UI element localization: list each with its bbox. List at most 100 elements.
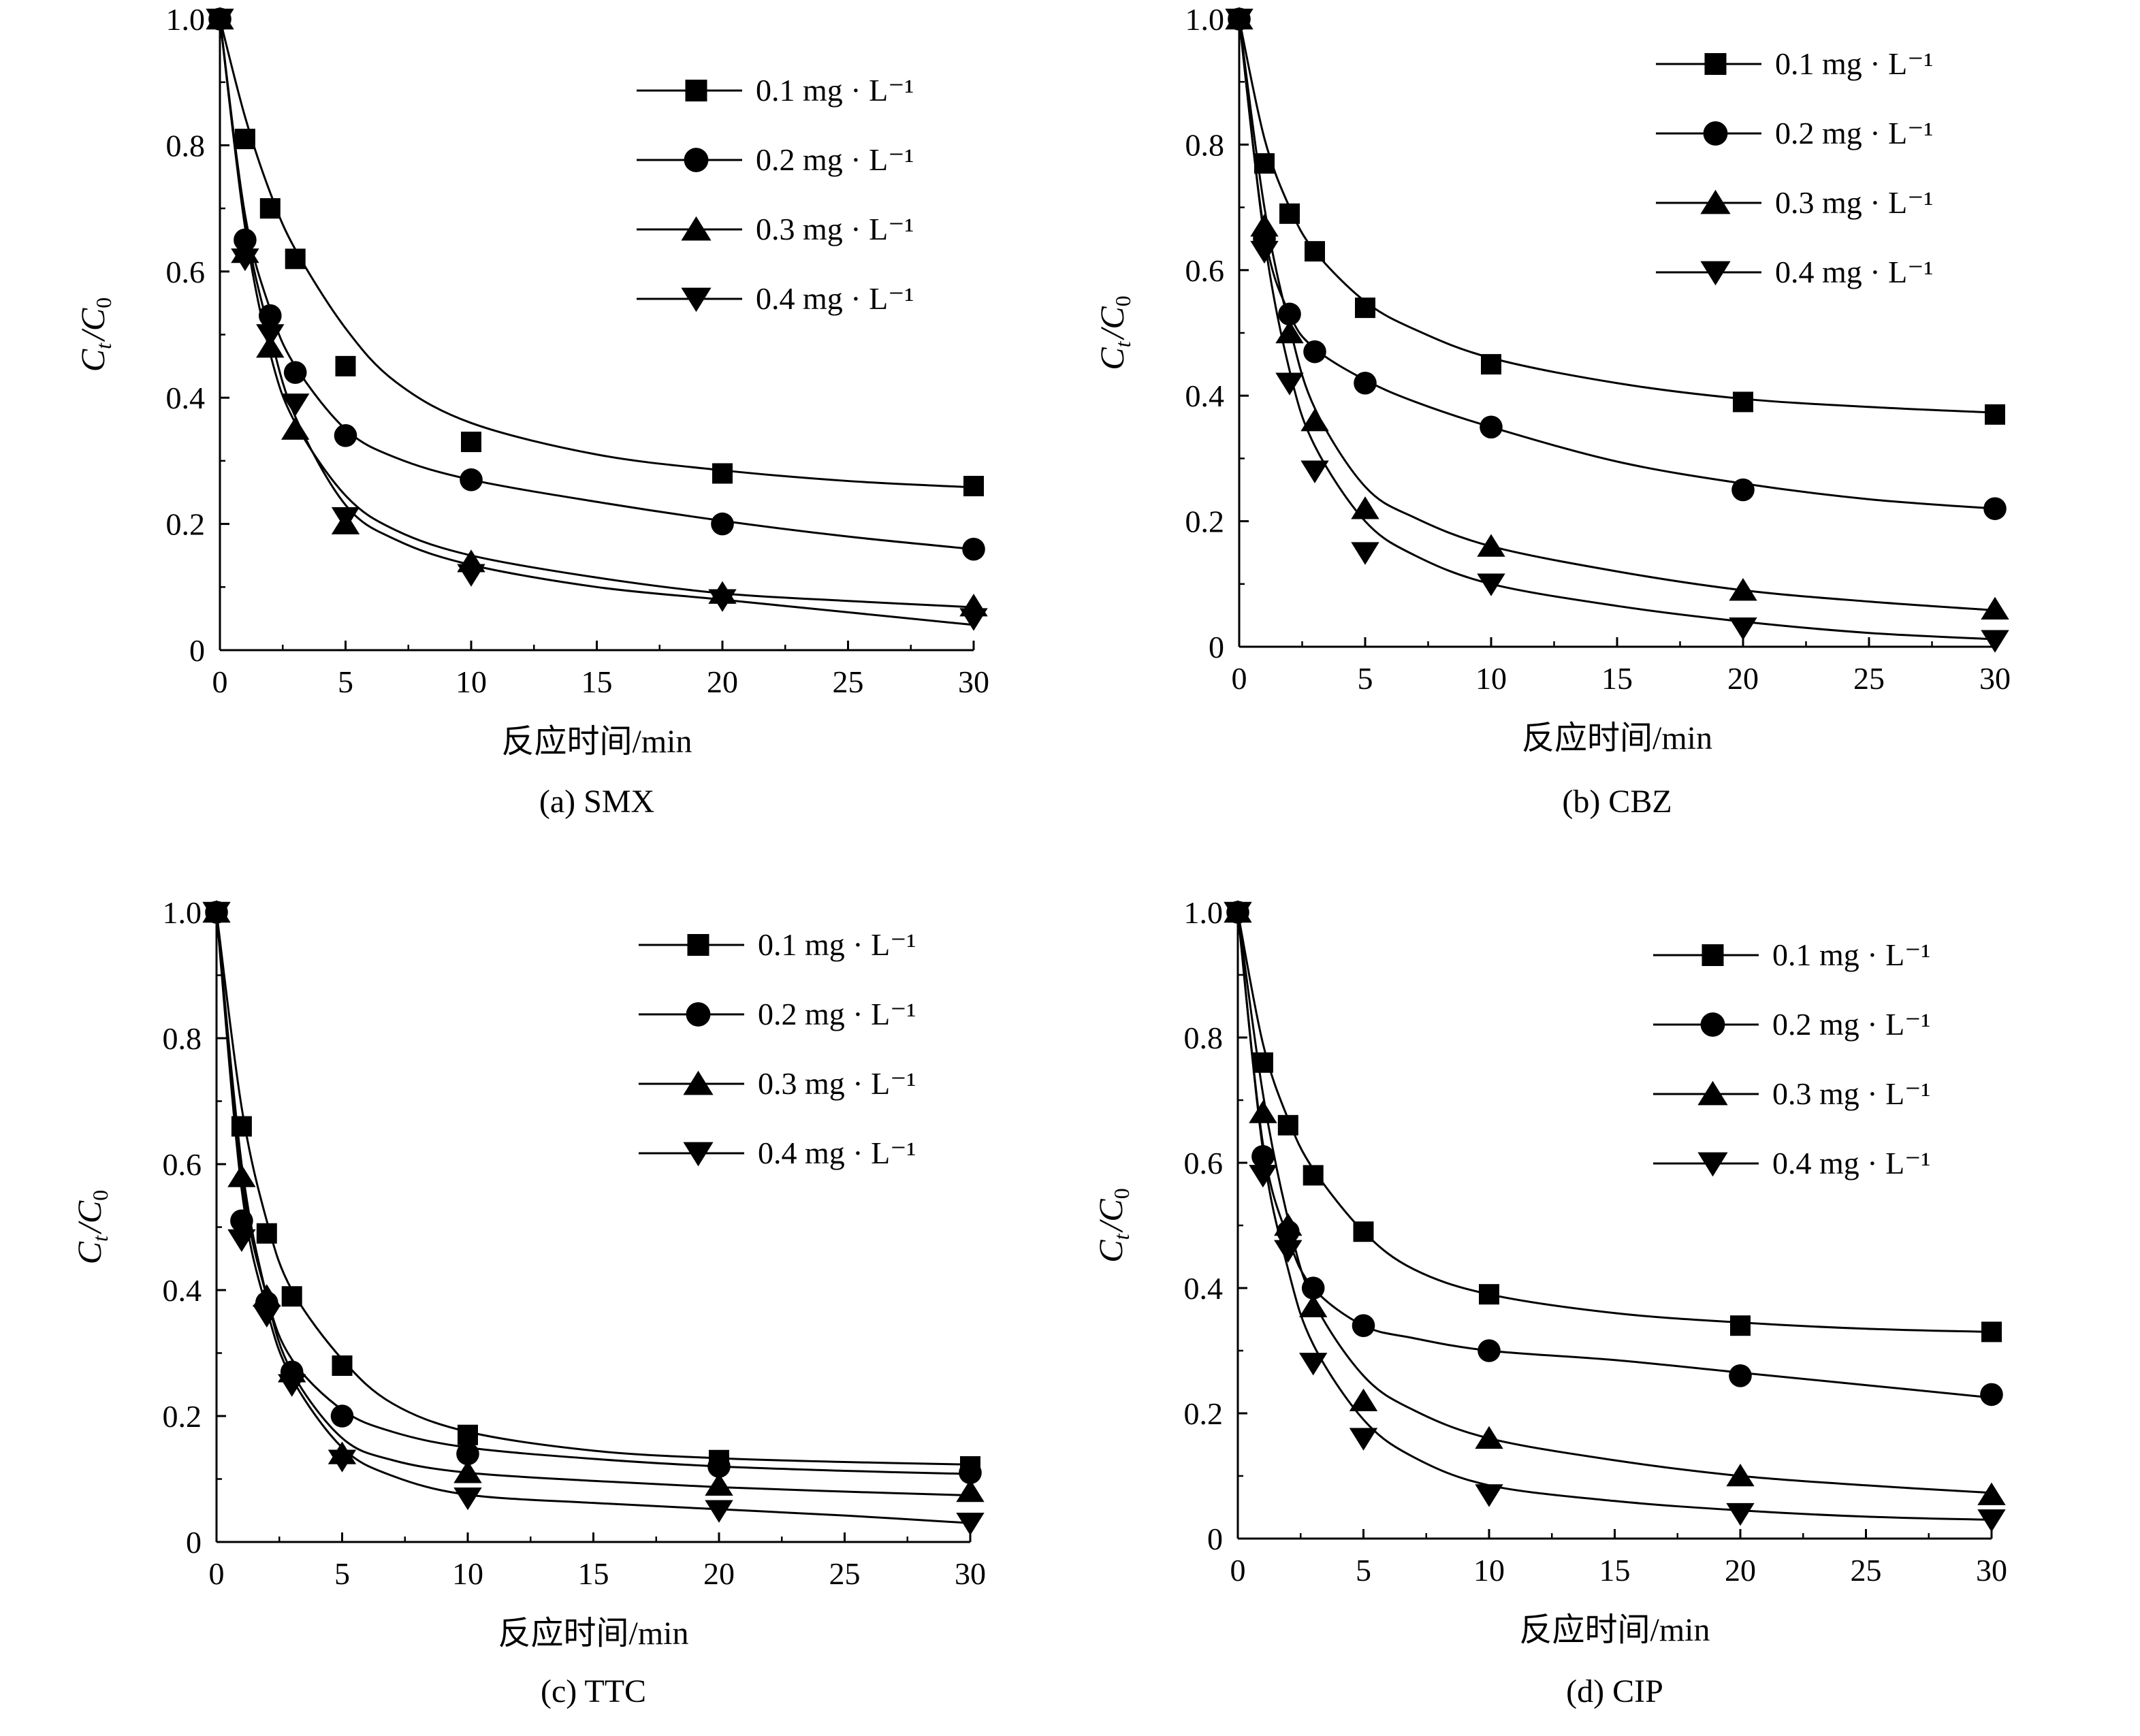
x-axis-label: 反应时间/min <box>1519 1612 1710 1648</box>
fit-curve <box>215 912 971 1475</box>
legend-label: 0.1 mg · L⁻¹ <box>1775 46 1933 81</box>
triangle-down-marker <box>206 8 234 31</box>
circle-marker <box>1352 1314 1375 1337</box>
legend-triangle-down-marker <box>683 1142 714 1167</box>
triangle-down-marker <box>1726 1502 1755 1526</box>
x-tick-label: 30 <box>1979 661 2011 696</box>
fit-curve <box>215 912 971 1497</box>
y-axis-label-sub: 0 <box>1109 1188 1134 1199</box>
panel-caption: (a) SMX <box>539 784 654 820</box>
legend-entry: 0.2 mg · L⁻¹ <box>1656 116 1933 150</box>
series-3 <box>206 8 988 631</box>
x-tick-label: 20 <box>1725 1553 1756 1588</box>
y-axis-label-main: C <box>74 349 112 372</box>
legend-entry: 0.3 mg · L⁻¹ <box>1656 185 1933 220</box>
legend-label: 0.1 mg · L⁻¹ <box>758 927 916 962</box>
x-tick-label: 15 <box>578 1556 609 1591</box>
legend-triangle-up-marker <box>1697 1080 1728 1106</box>
triangle-up-marker <box>1977 1482 2006 1505</box>
triangle-up-marker <box>1300 408 1329 432</box>
square-marker <box>1252 1052 1273 1073</box>
fit-curve <box>219 18 974 626</box>
triangle-down-marker <box>256 324 285 347</box>
y-tick-label: 1.0 <box>163 895 202 930</box>
y-tick-label: 0.4 <box>163 1273 202 1308</box>
series-0 <box>1228 902 2002 1343</box>
y-tick-label: 0 <box>1207 1522 1223 1556</box>
legend-entry: 0.1 mg · L⁻¹ <box>637 73 914 108</box>
fit-curve <box>1238 18 1996 612</box>
triangle-down-marker <box>457 564 485 587</box>
y-axis-label: Ct/C0 <box>70 1190 112 1265</box>
circle-marker <box>1731 478 1755 502</box>
y-axis-label-sep: /C <box>74 308 112 342</box>
triangle-up-marker <box>1475 1426 1503 1449</box>
x-tick-label: 30 <box>1976 1553 2007 1588</box>
square-marker <box>1481 354 1501 375</box>
triangle-down-marker <box>328 1449 357 1473</box>
triangle-down-marker <box>1981 630 2009 653</box>
x-axis-label: 反应时间/min <box>1522 720 1712 756</box>
legend-label: 0.4 mg · L⁻¹ <box>758 1136 916 1170</box>
fit-curve <box>219 18 974 489</box>
y-axis-label-sub: 0 <box>1111 295 1135 306</box>
series-2 <box>202 900 985 1502</box>
legend-entry: 0.3 mg · L⁻¹ <box>1653 1076 1930 1111</box>
legend-circle-marker <box>1703 121 1728 146</box>
y-tick-label: 0.6 <box>166 255 206 289</box>
square-marker <box>1733 391 1753 413</box>
circle-marker <box>456 1442 479 1466</box>
y-tick-label: 0.8 <box>166 128 206 163</box>
square-marker <box>1303 1165 1324 1186</box>
y-tick-label: 0.2 <box>163 1399 202 1434</box>
triangle-down-marker <box>1224 901 1252 925</box>
legend-triangle-up-marker <box>683 1070 714 1095</box>
triangle-down-marker <box>1300 460 1329 483</box>
circle-marker <box>1303 340 1326 364</box>
legend: 0.1 mg · L⁻¹ 0.2 mg · L⁻¹ 0.3 mg · L⁻¹ 0.4 … <box>1656 46 1933 289</box>
legend-entry: 0.4 mg · L⁻¹ <box>1656 255 1933 289</box>
fit-curve <box>219 18 974 609</box>
triangle-up-marker <box>1981 596 2009 620</box>
legend-label: 0.2 mg · L⁻¹ <box>756 142 914 177</box>
circle-marker <box>1480 415 1503 439</box>
triangle-up-marker <box>1729 578 1757 601</box>
circle-marker <box>711 512 734 536</box>
fit-curve <box>1236 912 1992 1333</box>
triangle-up-marker <box>1726 1464 1755 1487</box>
x-tick-label: 30 <box>958 664 989 699</box>
triangle-up-marker <box>453 1460 482 1483</box>
square-marker <box>1730 1315 1751 1336</box>
square-marker <box>1985 404 2005 425</box>
circle-marker <box>1983 497 2007 520</box>
x-tick-label: 5 <box>334 1556 350 1591</box>
x-tick-label: 10 <box>1473 1553 1505 1588</box>
circle-marker <box>460 468 483 492</box>
legend-square-marker <box>687 934 709 956</box>
legend-triangle-down-marker <box>1697 1152 1728 1177</box>
legend-entry: 0.2 mg · L⁻¹ <box>639 997 916 1031</box>
series-3 <box>1224 901 2006 1532</box>
y-tick-label: 0.4 <box>1185 379 1225 413</box>
legend-label: 0.3 mg · L⁻¹ <box>1775 185 1933 220</box>
square-marker <box>963 475 984 496</box>
x-tick-label: 20 <box>703 1556 735 1591</box>
series-3 <box>1225 8 2009 653</box>
y-axis-label-sub: t <box>1111 340 1135 347</box>
x-tick-label: 25 <box>829 1556 861 1591</box>
y-tick-label: 0.6 <box>163 1147 202 1182</box>
x-tick-label: 0 <box>209 1556 225 1591</box>
triangle-up-marker <box>227 1164 256 1187</box>
y-axis-label-sep: /C <box>1091 1199 1130 1234</box>
triangle-up-marker <box>1249 1100 1277 1123</box>
triangle-up-marker <box>1349 1388 1378 1411</box>
triangle-down-marker <box>1274 1240 1303 1263</box>
triangle-down-marker <box>331 507 360 530</box>
y-axis-label: Ct/C0 <box>1091 1188 1134 1263</box>
legend-square-marker <box>1702 944 1724 966</box>
legend-triangle-down-marker <box>681 287 712 312</box>
legend: 0.1 mg · L⁻¹ 0.2 mg · L⁻¹ 0.3 mg · L⁻¹ 0.4 … <box>1653 937 1930 1180</box>
chart-panel-2: 0 5 10 15 20 25 3000.20.40.60.81.0Ct/C0反应时间/mi… <box>70 895 986 1709</box>
fit-curve <box>1236 912 1992 1521</box>
